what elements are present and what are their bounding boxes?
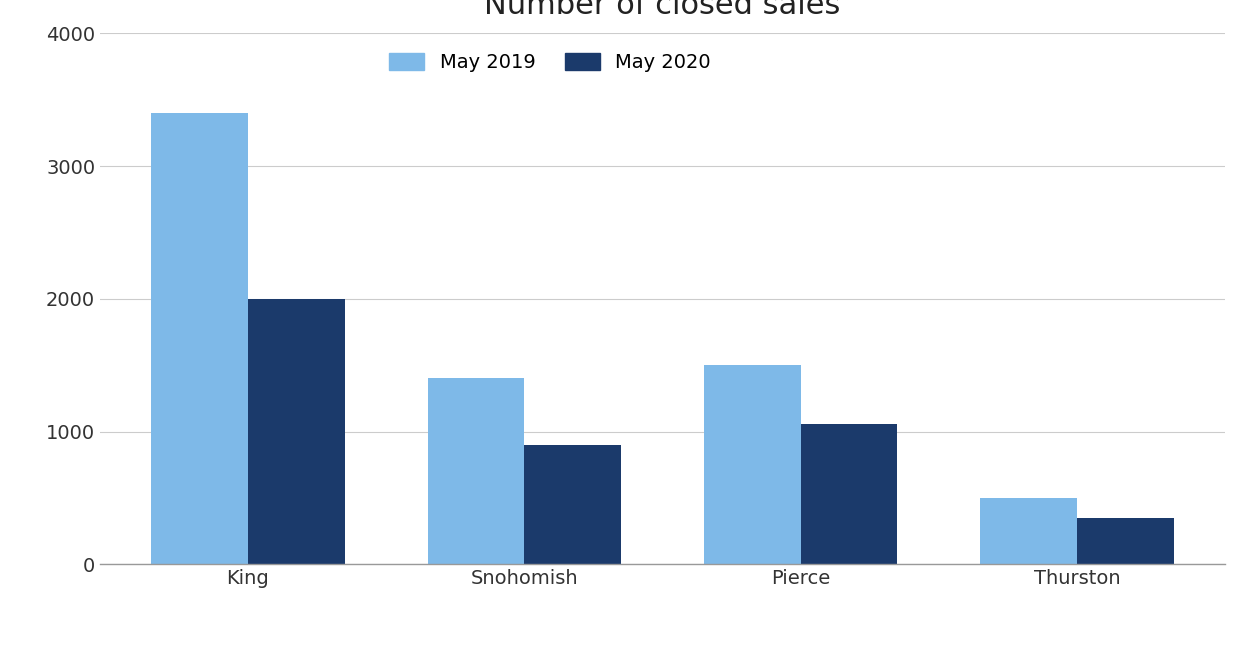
Bar: [1078, 518, 1174, 564]
Text: roomvu: roomvu: [996, 610, 1154, 652]
Bar: [248, 299, 345, 564]
Bar: [801, 424, 898, 564]
Bar: [428, 378, 524, 564]
Bar: [151, 113, 248, 564]
Bar: [704, 365, 801, 564]
Title: Number of closed sales: Number of closed sales: [484, 0, 841, 20]
Legend: May 2019, May 2020: May 2019, May 2020: [380, 43, 720, 82]
Bar: [980, 498, 1078, 564]
Bar: [524, 445, 621, 564]
